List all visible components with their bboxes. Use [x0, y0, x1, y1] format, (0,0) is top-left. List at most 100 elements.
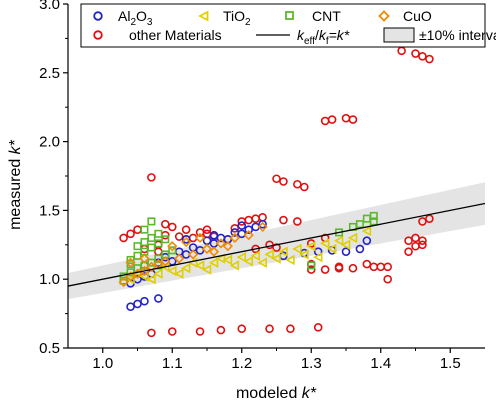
- legend-item-line: keff/kf=k*: [256, 27, 350, 47]
- data-point-cuo: [174, 253, 185, 264]
- data-point-other-materials: [299, 182, 309, 192]
- data-point-other-materials: [418, 217, 427, 226]
- data-point-other-materials: [230, 223, 240, 233]
- data-point-tio2: [264, 249, 274, 260]
- data-point-other-materials: [195, 327, 205, 336]
- data-point-cuo: [125, 271, 136, 282]
- data-point-tio2: [153, 268, 163, 279]
- data-point-cnt: [161, 235, 170, 244]
- data-point-al2o3: [237, 221, 247, 230]
- data-point-al2o3: [230, 228, 240, 237]
- data-point-other-materials: [167, 222, 177, 232]
- data-point-other-materials: [293, 179, 302, 189]
- data-point-cnt: [147, 217, 156, 226]
- legend-label-other: other Materials: [129, 27, 222, 43]
- data-point-tio2: [201, 264, 212, 275]
- data-point-tio2: [229, 260, 240, 271]
- data-point-other-materials: [313, 323, 323, 332]
- legend-marker-tio2: [198, 10, 209, 22]
- data-point-cuo: [201, 243, 213, 255]
- series-tio2: [125, 225, 372, 285]
- data-point-al2o3: [133, 299, 142, 309]
- data-point-cnt: [147, 243, 156, 252]
- legend-item-cuo: CuO: [378, 8, 432, 24]
- data-point-other-materials: [126, 229, 135, 239]
- series-cnt: [119, 211, 378, 285]
- data-point-other-materials: [258, 212, 267, 222]
- data-point-cuo: [181, 236, 192, 248]
- data-point-other-materials: [133, 225, 142, 234]
- y-tick-label: 1.0: [39, 271, 60, 288]
- legend-label-al2o3: Al2O3: [118, 8, 153, 28]
- x-tick-label: 1.3: [301, 355, 322, 372]
- data-point-tio2: [243, 256, 253, 267]
- x-tick-label: 1.1: [162, 355, 183, 372]
- y-tick-label: 3.0: [39, 0, 60, 13]
- data-point-cnt: [168, 246, 177, 255]
- data-point-tio2: [347, 232, 358, 244]
- data-point-tio2: [361, 225, 372, 237]
- data-point-other-materials: [376, 262, 386, 272]
- data-point-other-materials: [320, 265, 330, 274]
- data-point-tio2: [208, 257, 219, 268]
- data-point-other-materials: [404, 236, 413, 245]
- data-point-other-materials: [397, 46, 406, 56]
- data-point-other-materials: [327, 115, 337, 124]
- data-point-al2o3: [216, 233, 226, 243]
- data-point-tio2: [271, 253, 281, 264]
- data-point-al2o3: [181, 234, 191, 244]
- data-point-other-materials: [362, 259, 372, 269]
- data-point-other-materials: [237, 324, 247, 334]
- data-point-tio2: [222, 254, 233, 266]
- data-point-cnt: [147, 233, 156, 242]
- data-point-other-materials: [418, 51, 427, 61]
- legend-marker-other: [93, 30, 103, 40]
- data-point-other-materials: [174, 232, 184, 241]
- data-point-cnt: [133, 251, 142, 260]
- data-point-tio2: [257, 257, 267, 268]
- x-tick-label: 1.5: [440, 355, 461, 372]
- data-point-other-materials: [320, 116, 330, 126]
- data-point-cuo: [208, 246, 220, 257]
- data-point-other-materials: [119, 233, 128, 243]
- data-point-tio2: [340, 239, 351, 250]
- data-point-other-materials: [251, 214, 260, 223]
- data-point-al2o3: [209, 230, 219, 240]
- data-point-al2o3: [140, 296, 149, 306]
- data-point-other-materials: [411, 241, 420, 251]
- data-point-cnt: [154, 229, 163, 238]
- data-point-tio2: [306, 241, 316, 252]
- data-point-other-materials: [237, 217, 247, 226]
- legend: Al2O3 TiO2 CNT CuO other Materials keff/…: [80, 3, 496, 48]
- legend-label-cuo: CuO: [403, 8, 432, 24]
- data-point-other-materials: [348, 263, 358, 273]
- data-point-other-materials: [341, 113, 351, 123]
- data-point-cnt: [140, 225, 149, 234]
- data-point-tio2: [299, 249, 309, 260]
- data-point-al2o3: [244, 225, 253, 234]
- legend-label-line: keff/kf=k*: [297, 27, 350, 47]
- data-point-al2o3: [341, 247, 351, 256]
- data-point-other-materials: [161, 219, 170, 229]
- series-other-materials: [119, 46, 434, 338]
- data-point-cnt: [126, 255, 135, 264]
- legend-box: [80, 3, 486, 48]
- data-point-other-materials: [293, 217, 302, 226]
- data-point-tio2: [236, 252, 247, 263]
- data-point-cuo: [160, 256, 171, 267]
- x-tick-label: 1.0: [92, 355, 113, 372]
- data-point-other-materials: [272, 174, 281, 184]
- y-tick-label: 2.0: [39, 134, 60, 151]
- data-point-other-materials: [265, 240, 274, 250]
- data-point-tio2: [278, 246, 288, 257]
- data-point-al2o3: [355, 244, 365, 254]
- data-point-cuo: [146, 261, 157, 272]
- data-point-other-materials: [265, 324, 274, 334]
- data-point-other-materials: [244, 215, 253, 225]
- y-axis-label: measured k*: [7, 139, 24, 230]
- legend-item-band: ±10% interval: [383, 27, 496, 43]
- data-point-other-materials: [181, 225, 191, 234]
- data-point-other-materials: [147, 328, 156, 338]
- data-point-cnt: [307, 261, 316, 270]
- data-point-other-materials: [216, 325, 226, 335]
